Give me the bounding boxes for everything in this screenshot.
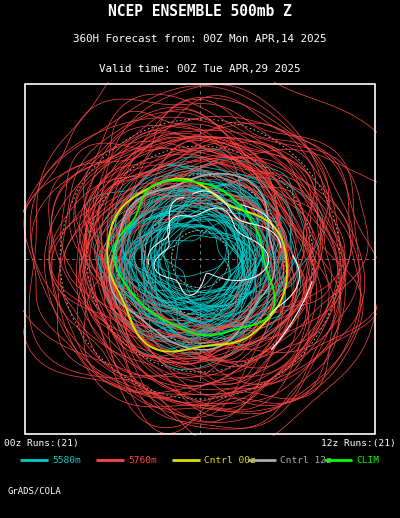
Text: CLIM: CLIM: [356, 456, 379, 465]
Text: Valid time: 00Z Tue APR,29 2025: Valid time: 00Z Tue APR,29 2025: [99, 64, 301, 74]
Text: Cntrl 00z: Cntrl 00z: [204, 456, 256, 465]
Text: 5580m: 5580m: [52, 456, 81, 465]
Text: 00z Runs:(21): 00z Runs:(21): [4, 439, 79, 448]
Text: 12z Runs:(21): 12z Runs:(21): [321, 439, 396, 448]
Text: Cntrl 12z: Cntrl 12z: [280, 456, 332, 465]
Text: 5760m: 5760m: [128, 456, 157, 465]
Text: NCEP ENSEMBLE 500mb Z: NCEP ENSEMBLE 500mb Z: [108, 4, 292, 19]
Text: GrADS/COLA: GrADS/COLA: [8, 487, 62, 496]
Text: 360H Forecast from: 00Z Mon APR,14 2025: 360H Forecast from: 00Z Mon APR,14 2025: [73, 34, 327, 45]
